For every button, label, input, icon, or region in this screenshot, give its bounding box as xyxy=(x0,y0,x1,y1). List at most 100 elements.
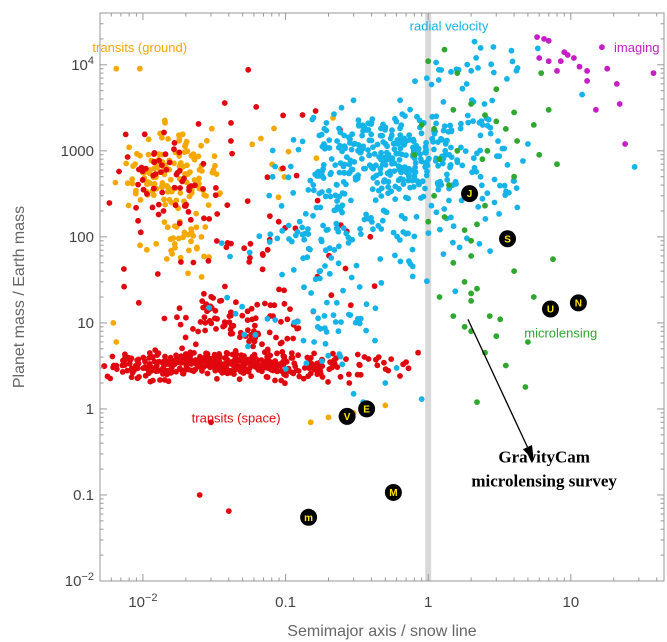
data-point xyxy=(275,194,282,201)
data-point xyxy=(448,154,455,161)
data-point xyxy=(337,142,343,149)
data-point xyxy=(229,150,236,157)
data-point xyxy=(206,304,213,311)
data-point xyxy=(175,235,182,242)
data-point xyxy=(409,246,416,253)
data-point xyxy=(233,299,239,306)
data-point xyxy=(224,240,231,246)
data-point xyxy=(162,151,169,158)
data-point xyxy=(335,260,342,267)
data-point xyxy=(493,333,500,340)
data-point xyxy=(338,104,345,111)
data-point xyxy=(210,295,217,301)
data-point xyxy=(171,184,178,191)
data-point xyxy=(374,362,381,369)
data-point xyxy=(371,151,378,157)
data-point xyxy=(392,183,399,190)
data-point xyxy=(292,232,299,239)
data-point xyxy=(470,155,477,162)
data-point xyxy=(315,315,321,322)
data-point xyxy=(497,316,504,323)
data-point xyxy=(137,197,144,203)
data-point xyxy=(206,216,213,222)
x-tick-label: 1 xyxy=(424,594,432,611)
axis-ticks: 10−2 0.1 1 10 10−2 0.1 1 10 100 1000 104 xyxy=(61,12,664,611)
survey-arrow-head xyxy=(522,445,534,461)
data-point xyxy=(264,347,271,354)
data-point xyxy=(339,148,345,155)
data-point xyxy=(161,129,167,136)
data-point xyxy=(185,270,191,277)
data-point xyxy=(247,337,253,343)
data-point xyxy=(397,97,403,104)
data-point xyxy=(482,112,488,118)
data-point xyxy=(180,163,186,170)
data-point xyxy=(631,164,638,170)
data-point xyxy=(377,132,384,139)
data-point xyxy=(331,247,338,253)
data-point xyxy=(269,173,276,180)
data-point xyxy=(325,379,331,385)
data-point xyxy=(150,185,157,192)
data-point xyxy=(557,58,564,65)
solar-planet-marker xyxy=(300,508,318,526)
data-point xyxy=(126,144,132,151)
data-point xyxy=(493,118,500,125)
data-point xyxy=(173,368,180,375)
data-point xyxy=(315,168,322,175)
data-point xyxy=(129,176,136,183)
data-point xyxy=(418,396,425,402)
data-point xyxy=(213,185,219,191)
data-point xyxy=(448,144,454,151)
data-point xyxy=(305,231,312,238)
data-point xyxy=(511,268,517,274)
data-point xyxy=(193,224,200,231)
series-radial-velocity xyxy=(206,38,638,405)
data-point xyxy=(280,165,286,172)
data-point xyxy=(295,146,302,153)
data-point xyxy=(176,149,183,156)
data-point xyxy=(446,182,452,189)
data-point xyxy=(162,361,168,368)
series-imaging xyxy=(534,34,657,147)
data-point xyxy=(468,253,474,259)
data-point xyxy=(321,125,328,132)
solar-planet-letter: m xyxy=(304,513,313,524)
data-point xyxy=(340,287,346,294)
data-point xyxy=(285,174,292,181)
data-point xyxy=(370,144,376,151)
data-point xyxy=(545,37,552,44)
data-point xyxy=(413,213,420,220)
data-point xyxy=(347,157,354,164)
data-point xyxy=(412,78,418,85)
data-point xyxy=(305,245,312,252)
data-point xyxy=(165,136,172,142)
data-point xyxy=(327,193,334,200)
data-point xyxy=(545,106,552,113)
data-point xyxy=(307,370,314,377)
data-point xyxy=(299,138,306,145)
data-point xyxy=(399,176,406,183)
data-point xyxy=(381,359,387,366)
series-label: transits (ground) xyxy=(92,40,187,55)
data-point xyxy=(410,183,417,190)
data-point xyxy=(534,45,541,52)
data-point xyxy=(370,174,377,181)
data-point xyxy=(156,358,162,365)
data-point xyxy=(241,245,248,252)
data-point xyxy=(196,175,202,182)
data-point xyxy=(245,327,251,333)
data-point xyxy=(155,201,162,208)
data-point xyxy=(393,118,400,125)
data-point xyxy=(554,68,560,74)
data-point xyxy=(310,212,316,219)
data-point xyxy=(170,235,177,242)
data-point xyxy=(182,141,189,148)
data-point xyxy=(398,213,405,219)
data-point xyxy=(201,215,207,222)
data-point xyxy=(278,339,285,346)
data-point xyxy=(324,299,330,306)
data-point xyxy=(420,193,427,200)
data-point xyxy=(464,61,471,68)
snow-line xyxy=(425,13,432,581)
